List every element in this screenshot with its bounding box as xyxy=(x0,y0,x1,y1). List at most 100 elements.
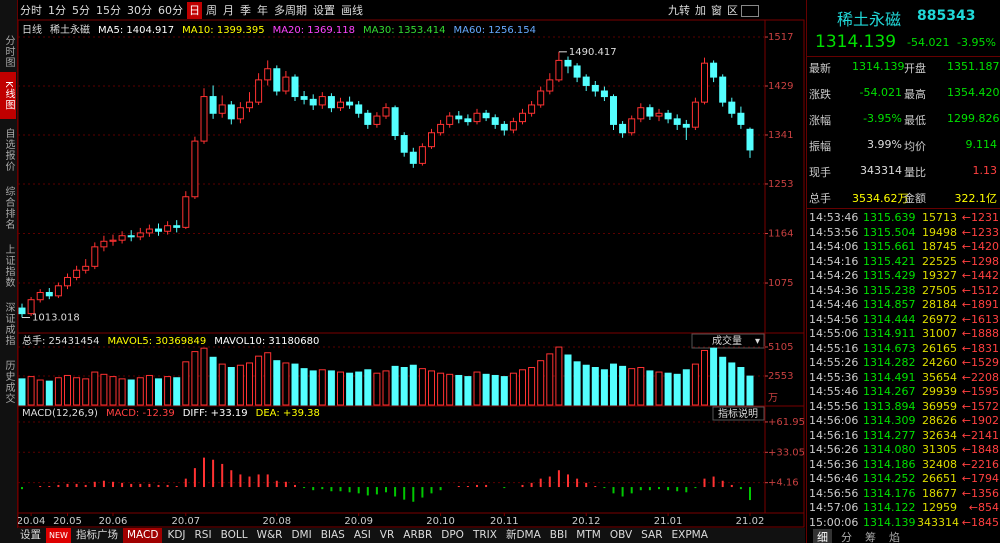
volume-bar xyxy=(309,370,317,406)
side-tab[interactable]: 上证指数 xyxy=(3,244,14,288)
side-tab[interactable]: 综合排名 xyxy=(3,186,14,230)
trade-cell: 14:55:06 xyxy=(809,327,859,340)
indicator-tab[interactable]: RSI xyxy=(194,529,212,541)
candle-body xyxy=(373,115,381,125)
candle-body xyxy=(682,123,690,128)
indicator-tab[interactable]: KDJ xyxy=(167,529,186,541)
trade-cell: 14:57:06 xyxy=(809,501,859,514)
volume-bar xyxy=(591,367,599,406)
quote-tab[interactable]: 细 xyxy=(813,529,832,543)
candle-body xyxy=(100,240,108,248)
trade-cell: ←1572 xyxy=(961,399,999,413)
candle-body xyxy=(691,101,699,128)
period-tab[interactable]: 周 xyxy=(206,4,217,17)
trade-cell: 1314.444 xyxy=(863,312,916,326)
volume-bar xyxy=(564,354,572,406)
candle-body xyxy=(236,107,244,120)
volume-bar xyxy=(528,367,536,406)
tool-button[interactable]: 窗 xyxy=(711,4,722,17)
x-tick-label: 20.12 xyxy=(572,516,601,527)
trade-cell: 35654 xyxy=(922,370,957,384)
y-tick-label: 2553 xyxy=(768,371,793,382)
volume-bar xyxy=(655,371,663,406)
side-tab[interactable]: K线图 xyxy=(0,72,16,119)
trade-cell: 14:54:46 xyxy=(809,298,859,311)
period-tab[interactable]: 60分 xyxy=(158,4,183,17)
period-tab[interactable]: 1分 xyxy=(48,4,66,17)
indicator-tab[interactable]: DPO xyxy=(441,529,464,541)
indicator-tab[interactable]: BBI xyxy=(549,529,568,541)
indicator-tab[interactable]: ASI xyxy=(353,529,371,541)
indicator-tab[interactable]: 新DMA xyxy=(505,529,541,541)
volume-bar xyxy=(64,374,71,406)
volume-bar xyxy=(691,363,699,406)
tool-button[interactable]: 区 xyxy=(727,4,738,17)
indicator-tab[interactable]: MACD xyxy=(122,528,163,543)
period-tab[interactable]: 日 xyxy=(187,2,202,19)
period-tab[interactable]: 季 xyxy=(240,4,251,17)
trade-cell: ←1512 xyxy=(961,283,999,297)
price-change: -54.021 xyxy=(907,36,950,49)
indicator-tab[interactable]: ARBR xyxy=(403,529,433,541)
period-tab[interactable]: 5分 xyxy=(72,4,90,17)
indicator-tab[interactable]: VR xyxy=(379,529,395,541)
tool-buttons: 九转加窗区 xyxy=(666,2,759,19)
settings-button[interactable]: 设置 xyxy=(20,529,41,541)
candle-body xyxy=(209,96,217,114)
legend-entry: DIFF: +33.19 xyxy=(183,408,248,419)
trade-cell: 28184 xyxy=(922,298,957,311)
candle-body xyxy=(582,76,590,86)
indicator-square[interactable]: 指标广场 xyxy=(75,529,118,541)
indicator-tab[interactable]: MTM xyxy=(576,529,601,541)
side-tab[interactable]: 历史成交 xyxy=(3,360,14,404)
indicator-tab[interactable]: TRIX xyxy=(472,529,497,541)
menu-icon[interactable] xyxy=(741,5,759,17)
candle-body xyxy=(282,76,290,92)
volume-selector[interactable] xyxy=(691,333,765,349)
side-tab[interactable]: 深证成指 xyxy=(3,302,14,346)
quote-tab[interactable]: 焰 xyxy=(889,531,900,543)
trade-cell: 27505 xyxy=(922,283,957,297)
period-tab[interactable]: 多周期 xyxy=(274,4,307,17)
period-tab[interactable]: 画线 xyxy=(341,4,363,17)
volume-bar xyxy=(455,374,463,406)
x-tick-label: 20.08 xyxy=(262,516,291,527)
period-tab[interactable]: 设置 xyxy=(313,4,335,17)
trade-cell: 22525 xyxy=(922,254,957,268)
y-tick-label: 5105 xyxy=(768,342,793,353)
indicator-tab[interactable]: OBV xyxy=(609,529,633,541)
candle-body xyxy=(710,62,718,78)
period-tab[interactable]: 15分 xyxy=(96,4,121,17)
indicator-tab[interactable]: DMI xyxy=(291,529,312,541)
period-tab[interactable]: 年 xyxy=(257,4,268,17)
period-tab[interactable]: 30分 xyxy=(127,4,152,17)
side-tab[interactable]: 自选报价 xyxy=(3,128,14,172)
volume-selector-label[interactable]: 成交量 xyxy=(712,334,742,347)
volume-unit: 万 xyxy=(768,393,778,404)
indicator-tab[interactable]: SAR xyxy=(641,529,663,541)
period-tab[interactable]: 月 xyxy=(223,4,234,17)
x-tick-label: 20.05 xyxy=(53,516,82,527)
candle-body xyxy=(673,118,681,125)
candle-body xyxy=(655,112,663,117)
quote-tab[interactable]: 筹 xyxy=(865,531,876,543)
last-price: 1314.139 xyxy=(815,32,897,52)
quote-tab[interactable]: 分 xyxy=(841,531,852,543)
volume-bar xyxy=(36,379,44,406)
candle-body xyxy=(555,59,563,81)
indicator-tab[interactable]: BOLL xyxy=(220,529,248,541)
candle-body xyxy=(82,265,90,271)
indicator-help[interactable] xyxy=(712,406,765,421)
indicator-tab[interactable]: W&R xyxy=(256,529,283,541)
volume-bar xyxy=(673,373,681,406)
volume-bar xyxy=(482,373,490,406)
tool-button[interactable]: 九转 xyxy=(668,4,690,17)
indicator-help-label[interactable]: 指标说明 xyxy=(718,407,758,420)
indicator-tab[interactable]: EXPMA xyxy=(671,529,708,541)
tool-button[interactable]: 加 xyxy=(695,4,706,17)
indicator-tab[interactable]: BIAS xyxy=(320,529,345,541)
side-tab[interactable]: 分时图 xyxy=(3,35,14,68)
period-tab[interactable]: 分时 xyxy=(20,4,42,17)
candle-body xyxy=(428,132,435,148)
